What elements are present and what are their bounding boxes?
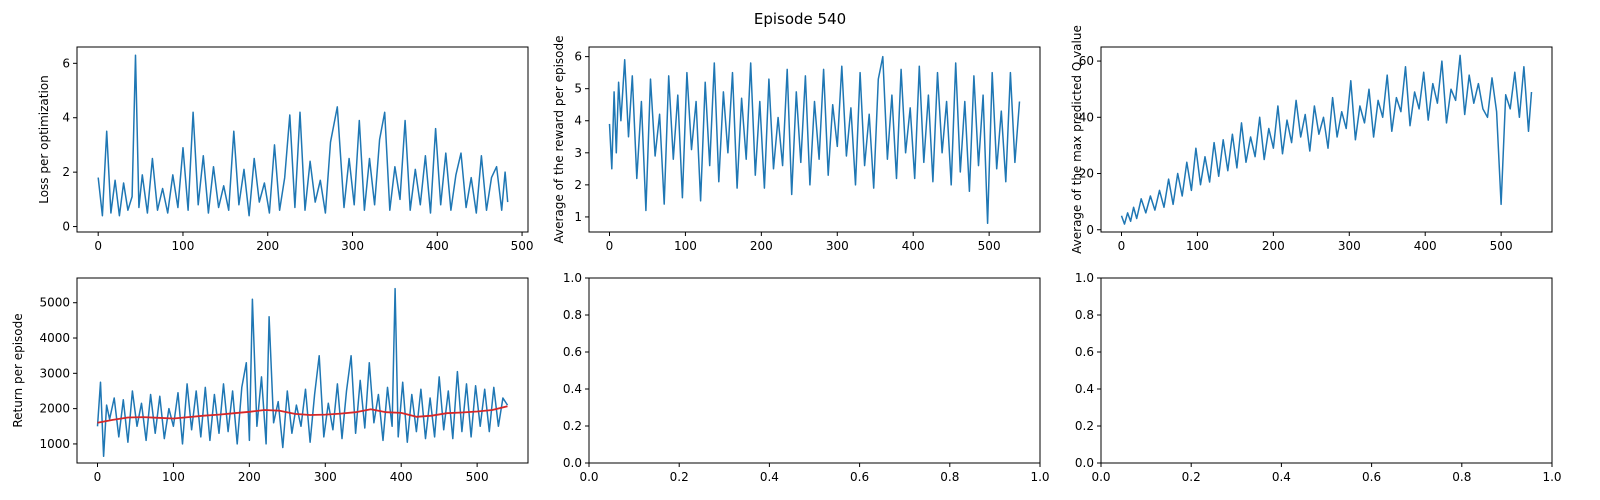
subplot-1: 0 100 200 300 400 500 0 2 4 6 Loss per optimizatio… [37, 46, 534, 253]
y-axis-label: Return per episode [11, 313, 25, 427]
y-tick-label: 1.0 [1075, 271, 1094, 285]
y-tick-label: 0.0 [1075, 456, 1094, 470]
y-tick-label: 0.8 [563, 308, 582, 322]
x-tick-label: 100 [674, 239, 697, 253]
subplot-5: 0.0 0.2 0.4 0.6 0.8 1.0 0.0 0.2 0.4 0.6 0.8 1.0 [563, 271, 1050, 484]
x-tick-label: 200 [238, 470, 261, 484]
y-tick-label: 4 [62, 111, 70, 125]
x-tick-label: 0.4 [760, 470, 779, 484]
x-tick-label: 200 [750, 239, 773, 253]
x-tick-label: 500 [466, 470, 489, 484]
y-tick-label: 2 [574, 178, 582, 192]
y-tick-label: 3000 [39, 366, 70, 380]
x-tick-label: 100 [172, 239, 195, 253]
y-tick-label: 0.4 [563, 382, 582, 396]
y-tick-label: 2 [62, 165, 70, 179]
y-tick-label: 4 [574, 114, 582, 128]
x-tick-label: 300 [341, 239, 364, 253]
x-tick-label: 0 [94, 239, 102, 253]
y-tick-label: 0.2 [563, 419, 582, 433]
y-tick-label: 3 [574, 146, 582, 160]
y-tick-label: 0 [62, 220, 70, 234]
moving-average-line [97, 405, 508, 424]
y-tick-label: 2000 [39, 402, 70, 416]
x-tick-label: 200 [1262, 239, 1285, 253]
y-axis-label: Average of the reward per episode [552, 35, 566, 243]
x-tick-label: 300 [826, 239, 849, 253]
x-tick-label: 500 [978, 239, 1001, 253]
y-tick-label: 0.6 [1075, 345, 1094, 359]
x-tick-label: 0.8 [940, 470, 959, 484]
x-tick-label: 0 [606, 239, 614, 253]
x-tick-label: 400 [1414, 239, 1437, 253]
axes-frame [1100, 277, 1553, 464]
series-line [1120, 54, 1533, 225]
x-tick-label: 500 [511, 239, 534, 253]
y-tick-label: 1.0 [563, 271, 582, 285]
series-line [608, 55, 1021, 225]
y-tick-label: 5 [574, 82, 582, 96]
x-tick-label: 0 [1118, 239, 1126, 253]
y-tick-label: 60 [1079, 54, 1094, 68]
x-tick-label: 100 [162, 470, 185, 484]
x-tick-label: 0.6 [850, 470, 869, 484]
x-tick-label: 1.0 [1030, 470, 1049, 484]
y-tick-label: 1 [574, 210, 582, 224]
series-line [97, 54, 509, 217]
subplot-6: 0.0 0.2 0.4 0.6 0.8 1.0 0.0 0.2 0.4 0.6 0.8 1.0 [1075, 271, 1562, 484]
y-axis-label: Loss per optimization [37, 75, 51, 204]
x-tick-label: 0.0 [579, 470, 598, 484]
y-tick-label: 0.4 [1075, 382, 1094, 396]
x-tick-label: 0.0 [1091, 470, 1110, 484]
x-tick-label: 400 [902, 239, 925, 253]
x-tick-label: 300 [314, 470, 337, 484]
y-tick-label: 6 [62, 56, 70, 70]
subplot-2: 0 100 200 300 400 500 1 2 3 4 5 6 Average of the rew… [552, 35, 1041, 253]
y-tick-label: 4000 [39, 331, 70, 345]
y-tick-label: 40 [1079, 110, 1094, 124]
axes-frame [76, 277, 529, 464]
y-tick-label: 0.2 [1075, 419, 1094, 433]
y-tick-label: 6 [574, 50, 582, 64]
y-tick-label: 0 [1086, 223, 1094, 237]
axes-frame [588, 46, 1041, 233]
x-tick-label: 200 [256, 239, 279, 253]
figure-title: Episode 540 [754, 10, 846, 28]
y-tick-label: 1000 [39, 437, 70, 451]
x-tick-label: 400 [426, 239, 449, 253]
x-tick-label: 0.6 [1362, 470, 1381, 484]
x-tick-label: 0.4 [1272, 470, 1291, 484]
subplot-4: 0 100 200 300 400 500 1000 2000 3000 4000 5000 Retu… [11, 277, 529, 484]
y-tick-label: 20 [1079, 167, 1094, 181]
x-tick-label: 0.2 [670, 470, 689, 484]
y-axis-label: Average of the max predicted Q value [1070, 25, 1084, 254]
x-tick-label: 0 [94, 470, 102, 484]
series-line [96, 287, 509, 458]
x-tick-label: 500 [1490, 239, 1513, 253]
axes-frame [76, 46, 529, 233]
axes-frame [1100, 46, 1553, 233]
y-tick-label: 0.6 [563, 345, 582, 359]
x-tick-label: 0.2 [1182, 470, 1201, 484]
y-tick-label: 0.8 [1075, 308, 1094, 322]
x-tick-label: 100 [1186, 239, 1209, 253]
x-tick-label: 300 [1338, 239, 1361, 253]
y-tick-label: 0.0 [563, 456, 582, 470]
axes-frame [588, 277, 1041, 464]
x-tick-label: 0.8 [1452, 470, 1471, 484]
y-tick-label: 5000 [39, 296, 70, 310]
x-tick-label: 400 [390, 470, 413, 484]
x-tick-label: 1.0 [1542, 470, 1561, 484]
